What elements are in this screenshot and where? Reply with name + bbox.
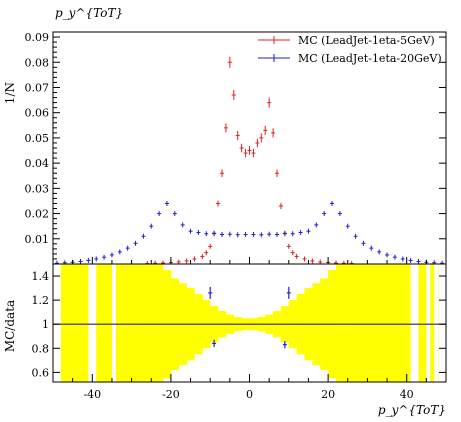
ratio-y-tick-label-2: 1 — [42, 318, 49, 331]
x-tick-label-3: 20 — [321, 388, 335, 401]
band-segment-9 — [131, 264, 140, 382]
ratio-series-group — [208, 286, 291, 349]
x-axis-ticks: -40 -20 0 20 40 — [52, 257, 447, 401]
band-segment-2 — [76, 264, 85, 382]
x-axis-title: p_y^{ToT} — [378, 403, 446, 417]
ratio-y-tick-label-1: 0.8 — [32, 342, 50, 355]
top-y-tick-label-7: 0.08 — [25, 56, 50, 69]
band-segment-35 — [335, 264, 345, 382]
top-y-tick-label-5: 0.06 — [25, 107, 50, 120]
top-y-tick-label-8: 0.09 — [25, 31, 50, 44]
top-y-tick-label-2: 0.03 — [25, 182, 50, 195]
top-series-group — [54, 56, 445, 264]
y-axis-title: 1/N — [3, 82, 17, 104]
band-segment-1 — [68, 264, 77, 382]
band-segment-38 — [359, 264, 368, 382]
ratio-y-tick-label-4: 1.4 — [32, 270, 50, 283]
legend: MC (LeadJet-1eta-5GeV) MC (LeadJet-1eta-… — [258, 34, 442, 65]
x-tick-label-2: 0 — [246, 388, 253, 401]
band-segment-10 — [139, 264, 148, 382]
top-y-tick-label-0: 0.01 — [25, 233, 50, 246]
top-y-tick-label-1: 0.02 — [25, 208, 50, 221]
band-gap-3 — [426, 264, 431, 382]
ratio-panel: 0.6 0.8 1 1.2 1.4 -40 -20 0 20 40 MC/data p_y^{T… — [3, 257, 447, 417]
top-corner-label: p_y^{ToT} — [55, 6, 123, 20]
band-segment-5 — [100, 264, 109, 382]
band-segment-8 — [123, 264, 132, 382]
band-segment-45 — [414, 264, 423, 382]
ratio-y-tick-label-3: 1.2 — [32, 294, 50, 307]
band-segment-36 — [343, 264, 352, 382]
band-segment-40 — [375, 264, 384, 382]
band-gap-2 — [410, 264, 419, 382]
band-segment-41 — [383, 264, 392, 382]
series-1 — [54, 200, 445, 264]
top-y-ticks: 0.01 0.02 0.03 0.04 0.05 0.06 0.07 0.08 0.09 — [25, 31, 446, 260]
ratio-y-ticks: 0.6 0.8 1 1.2 1.4 — [32, 270, 446, 379]
band-segment-12 — [155, 264, 164, 382]
ratio-y-tick-label-0: 0.6 — [32, 366, 50, 379]
series-0 — [145, 56, 354, 264]
band-gap-0 — [88, 264, 97, 382]
top-y-tick-label-3: 0.04 — [25, 157, 50, 170]
band-gap-1 — [111, 264, 116, 382]
x-tick-label-4: 40 — [400, 388, 414, 401]
top-y-tick-label-4: 0.05 — [25, 132, 50, 145]
band-segment-39 — [367, 264, 376, 382]
x-tick-label-0: -40 — [83, 388, 101, 401]
main-panel: p_y^{ToT} 1/N 0.010.020.030.040.050.060.… — [3, 6, 447, 265]
legend-item-5gev: MC (LeadJet-1eta-5GeV) — [258, 34, 435, 47]
band-segment-7 — [115, 264, 125, 382]
legend-item-20gev: MC (LeadJet-1eta-20GeV) — [258, 52, 442, 65]
band-segment-37 — [351, 264, 360, 382]
band-segment-43 — [398, 264, 407, 382]
top-y-tick-label-6: 0.07 — [25, 81, 50, 94]
band-gap-4 — [434, 264, 439, 382]
band-segment-11 — [147, 264, 156, 382]
ratio-panel-frame — [52, 263, 447, 383]
band-segment-4 — [92, 264, 101, 382]
legend-label-20gev: MC (LeadJet-1eta-20GeV) — [298, 52, 442, 65]
x-tick-label-1: -20 — [162, 388, 180, 401]
band-segment-42 — [390, 264, 400, 382]
ratio-y-axis-title: MC/data — [3, 300, 17, 352]
legend-label-5gev: MC (LeadJet-1eta-5GeV) — [298, 34, 435, 47]
band-segment-0 — [60, 264, 70, 382]
